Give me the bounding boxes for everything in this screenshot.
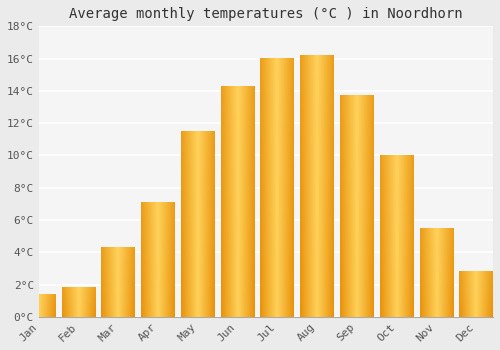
Bar: [62, 288, 96, 317]
Bar: [22, 294, 56, 317]
Bar: [300, 55, 334, 317]
Bar: [141, 202, 175, 317]
Bar: [260, 58, 294, 317]
Bar: [181, 131, 214, 317]
Bar: [380, 155, 414, 317]
Bar: [420, 228, 454, 317]
Bar: [220, 86, 254, 317]
Bar: [102, 247, 135, 317]
Title: Average monthly temperatures (°C ) in Noordhorn: Average monthly temperatures (°C ) in No…: [69, 7, 462, 21]
Bar: [460, 272, 493, 317]
Bar: [340, 96, 374, 317]
